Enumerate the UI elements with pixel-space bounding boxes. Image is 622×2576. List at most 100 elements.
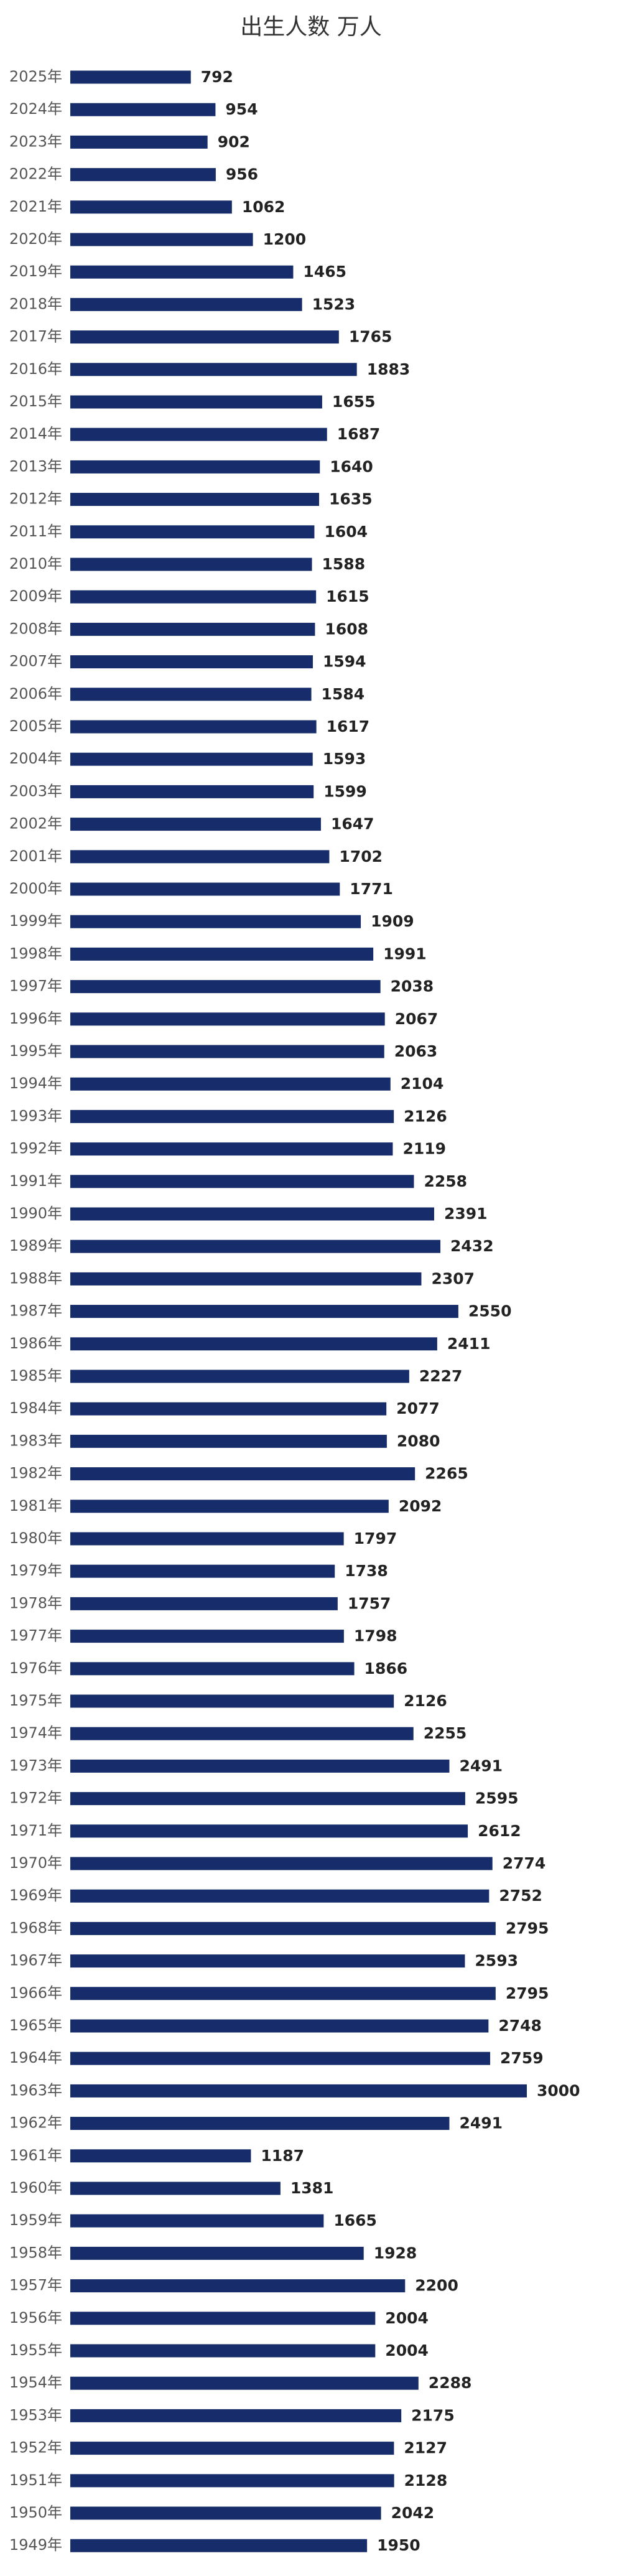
y-tick-label: 1970年 — [9, 1854, 62, 1872]
bar — [70, 1175, 414, 1188]
bar — [70, 200, 232, 214]
value-label: 2004 — [385, 2341, 429, 2359]
y-tick-label: 1993年 — [9, 1107, 62, 1124]
y-tick-label: 1992年 — [9, 1140, 62, 1157]
value-label: 1883 — [367, 360, 411, 378]
y-tick-label: 1982年 — [9, 1465, 62, 1482]
y-tick-label: 2002年 — [9, 815, 62, 833]
y-tick-label: 1969年 — [9, 1887, 62, 1904]
y-tick-label: 1974年 — [9, 1724, 62, 1742]
value-label: 1950 — [377, 2536, 420, 2554]
value-label: 2595 — [475, 1790, 519, 1808]
bar — [70, 850, 330, 864]
value-label: 2104 — [401, 1075, 444, 1093]
bar — [70, 2117, 450, 2130]
y-tick-label: 1996年 — [9, 1010, 62, 1027]
bar — [70, 395, 322, 409]
y-tick-label: 2016年 — [9, 360, 62, 378]
bar — [70, 1467, 415, 1481]
bar — [70, 688, 312, 701]
bar — [70, 785, 314, 798]
bar — [70, 1759, 450, 1773]
bar — [70, 2539, 368, 2552]
value-label: 2307 — [431, 1269, 475, 1287]
value-label: 1062 — [242, 198, 285, 216]
bar — [70, 915, 361, 928]
bar — [70, 882, 340, 896]
y-tick-label: 1968年 — [9, 1919, 62, 1936]
y-tick-label: 1994年 — [9, 1075, 62, 1092]
value-label: 1909 — [371, 912, 414, 930]
value-label: 1187 — [261, 2147, 304, 2165]
value-label: 2119 — [402, 1140, 446, 1158]
value-label: 1665 — [333, 2211, 377, 2229]
value-label: 2128 — [404, 2471, 448, 2490]
value-label: 1757 — [348, 1594, 391, 1612]
bar — [70, 1012, 385, 1026]
y-tick-label: 2003年 — [9, 782, 62, 800]
y-tick-label: 1980年 — [9, 1529, 62, 1547]
y-tick-label: 2010年 — [9, 555, 62, 572]
bar — [70, 1694, 394, 1708]
bar — [70, 2344, 376, 2358]
value-label: 1991 — [383, 945, 427, 963]
y-tick-label: 1989年 — [9, 1237, 62, 1254]
y-tick-label: 1959年 — [9, 2211, 62, 2229]
value-label: 1604 — [324, 523, 368, 541]
bar — [70, 2474, 394, 2488]
value-label: 1523 — [312, 295, 356, 313]
value-label: 1647 — [331, 815, 374, 833]
value-label: 2038 — [391, 978, 434, 996]
y-tick-label: 2014年 — [9, 425, 62, 442]
bar — [70, 1792, 465, 1806]
value-label: 2175 — [411, 2406, 455, 2424]
y-tick-label: 2008年 — [9, 620, 62, 637]
bar — [70, 2312, 376, 2325]
bar — [70, 330, 339, 344]
bar — [70, 558, 312, 571]
bar — [70, 2214, 324, 2228]
bar — [70, 1987, 496, 2000]
bar — [70, 2019, 489, 2033]
chart-title: 出生人数 万人 — [240, 14, 381, 40]
value-label: 2759 — [500, 2049, 544, 2067]
y-tick-label: 1963年 — [9, 2081, 62, 2099]
value-label: 954 — [225, 100, 258, 118]
y-tick-label: 2005年 — [9, 717, 62, 735]
value-label: 2092 — [399, 1497, 442, 1515]
value-label: 1381 — [290, 2179, 334, 2197]
value-label: 2126 — [404, 1692, 447, 1710]
value-label: 1655 — [332, 393, 376, 411]
y-tick-label: 2022年 — [9, 166, 62, 183]
y-tick-label: 1964年 — [9, 2049, 62, 2066]
value-label: 1702 — [339, 847, 383, 866]
bar — [70, 70, 191, 84]
bar — [70, 1077, 391, 1091]
y-tick-label: 1995年 — [9, 1042, 62, 1060]
bar — [70, 752, 313, 766]
y-tick-label: 2024年 — [9, 100, 62, 118]
value-label: 1200 — [263, 230, 307, 248]
value-label: 2774 — [503, 1854, 546, 1872]
value-label: 1635 — [329, 490, 373, 508]
value-label: 1594 — [323, 653, 366, 671]
bar — [70, 2084, 527, 2098]
value-label: 792 — [201, 68, 233, 86]
bar — [70, 1532, 344, 1546]
value-label: 2748 — [498, 2017, 542, 2035]
y-tick-label: 1961年 — [9, 2147, 62, 2164]
bar — [70, 265, 294, 279]
value-label: 1797 — [354, 1529, 397, 1547]
value-label: 2004 — [385, 2309, 429, 2327]
bar — [70, 2279, 406, 2293]
bar — [70, 1500, 389, 1513]
bar — [70, 1109, 394, 1123]
y-tick-label: 1976年 — [9, 1659, 62, 1677]
bar — [70, 1305, 458, 1318]
value-label: 1765 — [349, 328, 392, 346]
bar — [70, 980, 381, 994]
bar — [70, 1370, 409, 1383]
value-label: 2432 — [450, 1237, 494, 1255]
value-label: 1640 — [330, 457, 373, 475]
